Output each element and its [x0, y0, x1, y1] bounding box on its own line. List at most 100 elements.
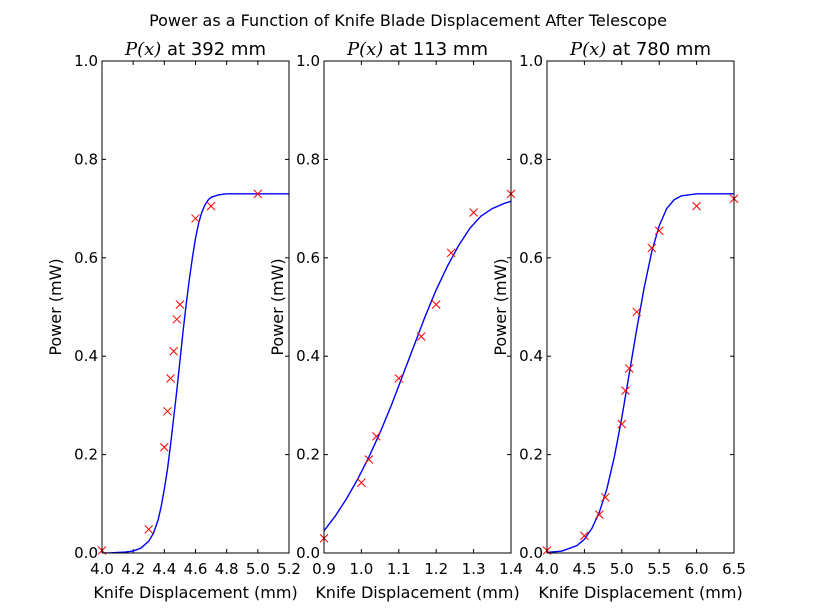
data-point-marker: [446, 248, 456, 258]
marker-stroke: [617, 419, 627, 429]
marker-stroke: [166, 373, 175, 383]
data-point-marker: [600, 493, 610, 502]
marker-stroke: [431, 300, 441, 309]
marker-stroke: [253, 189, 263, 199]
data-point-marker: [624, 364, 634, 373]
figure-suptitle: Power as a Function of Knife Blade Displ…: [149, 11, 667, 30]
x-tick-label: 4.0: [535, 560, 559, 578]
x-tick-label: 4.6: [184, 560, 208, 578]
y-tick-label: 0.2: [296, 446, 320, 464]
x-tick-label: 4.5: [572, 560, 596, 578]
plot-area: [324, 200, 511, 532]
data-point-marker: [169, 346, 179, 356]
y-axis-label: Power (mW): [46, 258, 65, 355]
data-point-marker: [394, 373, 404, 383]
x-tick-label: 1.4: [499, 560, 523, 578]
data-point-marker: [253, 189, 263, 199]
y-tick-label: 0.6: [296, 249, 320, 267]
subplot-2: P(x) at 113 mm 0.9 1.0 1.1 1.2 1.3 1.4 0.0 0.2 0.…: [268, 39, 523, 602]
plot-title: P(x) at 780 mm: [569, 39, 711, 60]
marker-stroke: [364, 455, 374, 464]
plot-title-math: P(x): [124, 39, 161, 60]
y-axis-label: Power (mW): [491, 258, 510, 355]
y-tick-label: 0.4: [74, 347, 98, 365]
x-tick-label: 5.0: [610, 560, 634, 578]
plot-title-text: at 113 mm: [383, 39, 488, 60]
y-tick-label: 0.4: [519, 347, 543, 365]
x-tick-label: 1.1: [387, 560, 411, 578]
fit-curve: [547, 193, 734, 553]
data-point-marker: [416, 332, 426, 341]
x-tick-label: 1.2: [424, 560, 448, 578]
marker-stroke: [357, 478, 366, 487]
marker-stroke: [621, 386, 630, 395]
plot-title-text: at 780 mm: [606, 39, 711, 60]
marker-stroke: [169, 346, 179, 356]
plot-title: P(x) at 392 mm: [124, 39, 266, 60]
x-tick-label: 1.3: [462, 560, 486, 578]
plot-title: P(x) at 113 mm: [346, 39, 488, 60]
marker-stroke: [692, 201, 701, 211]
marker-stroke: [191, 214, 200, 223]
data-point-marker: [175, 300, 185, 309]
data-point-marker: [647, 243, 657, 253]
x-tick-label: 4.2: [121, 560, 145, 578]
data-point-marker: [431, 300, 441, 309]
data-point-marker: [654, 226, 664, 236]
x-tick-label: 5.5: [647, 560, 671, 578]
marker-stroke: [163, 406, 172, 416]
marker-stroke: [394, 373, 404, 383]
marker-stroke: [654, 226, 664, 236]
marker-stroke: [159, 442, 169, 452]
fit-curve: [102, 193, 289, 553]
data-point-marker: [617, 419, 627, 429]
data-point-marker: [595, 510, 604, 519]
marker-stroke: [175, 300, 185, 309]
data-point-marker: [632, 307, 642, 317]
x-axis-label: Knife Displacement (mm): [93, 583, 297, 602]
y-tick-label: 0.0: [296, 544, 320, 562]
data-point-marker: [692, 201, 701, 211]
data-point-marker: [580, 531, 589, 541]
x-tick-label: 4.0: [90, 560, 114, 578]
axes-frame: [546, 60, 735, 554]
data-point-marker: [364, 455, 374, 464]
x-tick-label: 4.8: [215, 560, 239, 578]
subplot-1: P(x) at 392 mm 4.0 4.2 4.4 4.6 4.8 5.0 5.2 0.0 0.…: [46, 39, 301, 602]
y-axis-label: Power (mW): [268, 258, 287, 355]
y-tick-label: 0.2: [74, 446, 98, 464]
subplots-group: P(x) at 392 mm4.0 4.2 4.4 4.6 4.8 5.0 5.20.00.…: [46, 39, 746, 602]
y-tick-label: 0.4: [296, 347, 320, 365]
x-tick-label: 5.0: [246, 560, 270, 578]
y-tick-label: 0.2: [519, 446, 543, 464]
x-tick-label: 5.2: [277, 560, 301, 578]
marker-stroke: [595, 510, 604, 519]
x-tick-label: 0.9: [312, 560, 336, 578]
marker-stroke: [144, 525, 154, 534]
x-tick-label: 1.0: [349, 560, 373, 578]
marker-stroke: [206, 201, 216, 211]
x-tick-label: 6.5: [722, 560, 746, 578]
marker-stroke: [600, 493, 610, 502]
data-point-marker: [159, 442, 169, 452]
marker-stroke: [446, 248, 456, 258]
y-tick-label: 0.8: [74, 150, 98, 168]
y-tick-label: 0.0: [74, 544, 98, 562]
y-tick-label: 0.6: [519, 249, 543, 267]
marker-stroke: [624, 364, 634, 373]
axes-frame: [101, 60, 290, 554]
subplot-3: P(x) at 780 mm 4.0 4.5 5.0 5.5 6.0 6.5 0.0 0.2 0.…: [491, 39, 746, 602]
x-tick-label: 6.0: [685, 560, 709, 578]
data-point-marker: [144, 525, 154, 534]
y-tick-label: 1.0: [296, 52, 320, 70]
marker-stroke: [580, 531, 589, 541]
data-point-marker: [206, 201, 216, 211]
x-tick-label: 4.4: [152, 560, 176, 578]
marker-stroke: [469, 208, 478, 217]
plot-area: [547, 193, 734, 553]
marker-stroke: [632, 307, 642, 317]
marker-stroke: [372, 432, 381, 441]
marker-stroke: [416, 332, 426, 341]
marker-stroke: [172, 314, 182, 324]
